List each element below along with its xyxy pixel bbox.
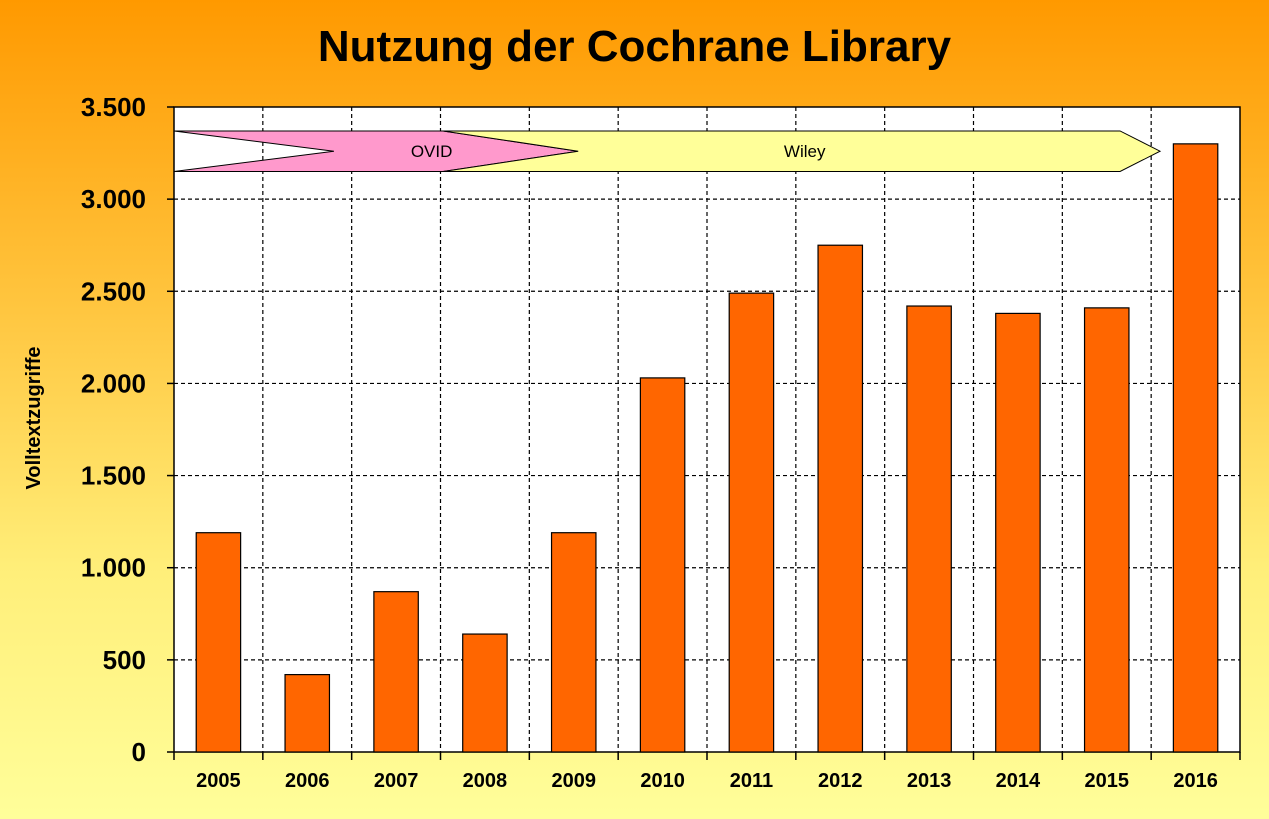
ovid-label: OVID [411, 142, 453, 161]
gridlines [174, 107, 1240, 752]
y-tick-label: 3.000 [81, 184, 146, 214]
chart-title: Nutzung der Cochrane Library [317, 22, 952, 71]
y-tick-label: 1.500 [81, 461, 146, 491]
y-tick-label: 0 [132, 737, 146, 767]
annotation-arrows: OVID Wiley [173, 130, 1162, 172]
bar-2009 [550, 532, 597, 753]
y-tick-label: 2.500 [81, 276, 146, 306]
bars [195, 143, 1219, 753]
bar-2006 [284, 673, 331, 753]
bar-2012 [817, 244, 864, 753]
x-tick-label: 2010 [640, 770, 685, 792]
axes: 0 500 1.000 1.500 2.000 2.500 3.000 3.500 2005 20… [81, 92, 1241, 792]
x-tick-label: 2016 [1173, 770, 1218, 792]
bar-2016 [1172, 143, 1219, 753]
x-tick-label: 2015 [1085, 770, 1130, 792]
wiley-label: Wiley [784, 142, 826, 161]
y-axis-title: Volltextzugriffe [23, 347, 45, 490]
y-tick-label: 500 [103, 645, 146, 675]
x-tick-label: 2008 [463, 770, 508, 792]
bar-2014 [995, 312, 1041, 753]
bar-2015 [1083, 307, 1130, 753]
y-tick-label: 2.000 [81, 368, 146, 398]
x-tick-label: 2012 [818, 770, 863, 792]
wiley-arrow [443, 130, 1162, 172]
y-tick-label: 3.500 [81, 92, 146, 122]
bar-2010 [639, 377, 686, 753]
bar-2011 [728, 292, 775, 753]
x-tick-label: 2005 [196, 770, 241, 792]
bar-2008 [462, 633, 508, 753]
bar-2007 [373, 591, 419, 753]
x-tick-label: 2006 [285, 770, 330, 792]
x-tick-label: 2011 [730, 770, 773, 792]
y-tick-label: 1.000 [81, 553, 146, 583]
bar-2013 [906, 305, 952, 753]
x-tick-label: 2014 [996, 770, 1041, 792]
x-tick-label: 2013 [907, 770, 952, 792]
x-tick-label: 2007 [374, 770, 419, 792]
bar-2005 [195, 532, 242, 753]
x-tick-label: 2009 [552, 770, 597, 792]
